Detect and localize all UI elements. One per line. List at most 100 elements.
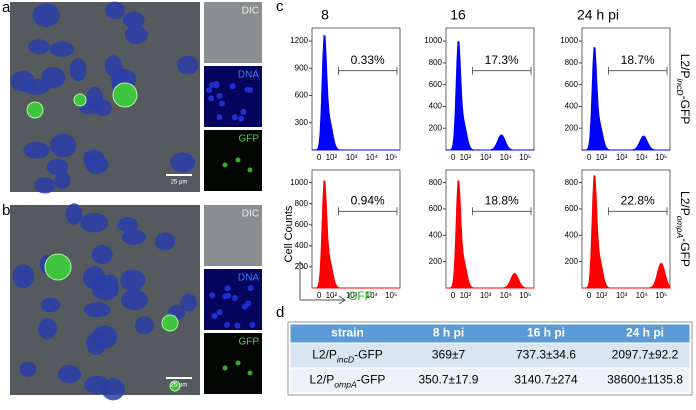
y-tick-label: 400 bbox=[295, 241, 309, 250]
nucleus bbox=[69, 58, 87, 82]
x-tick-label: 10⁵ bbox=[655, 153, 667, 162]
side-label: DIC bbox=[242, 209, 259, 220]
nucleus bbox=[121, 229, 146, 245]
nucleus bbox=[80, 212, 108, 233]
gfp-cell bbox=[169, 380, 181, 392]
nucleus bbox=[54, 171, 71, 189]
text-part: L2/P bbox=[312, 348, 337, 362]
x-tick-label: 10⁵ bbox=[655, 291, 667, 300]
x-tick-label: 10⁵ bbox=[385, 291, 397, 300]
dna-spot bbox=[244, 86, 251, 93]
nucleus bbox=[49, 41, 75, 57]
gate bbox=[338, 207, 398, 216]
y-tick-label: 800 bbox=[429, 58, 443, 67]
histogram bbox=[582, 47, 670, 151]
row-label: L2/PincD-GFP bbox=[675, 54, 692, 125]
nucleus bbox=[23, 142, 51, 159]
panel-label: b bbox=[2, 202, 10, 219]
table-cell: 737.3±34.6 bbox=[516, 348, 576, 362]
dna-spot bbox=[216, 309, 223, 316]
nucleus bbox=[28, 39, 50, 55]
text-part: -GFP bbox=[357, 373, 386, 387]
nucleus bbox=[91, 245, 113, 265]
nucleus bbox=[91, 325, 118, 349]
y-tick-label: 200 bbox=[429, 257, 443, 266]
gate-percent: 0.94% bbox=[351, 193, 385, 207]
y-tick-label: 1200 bbox=[290, 36, 308, 45]
gate bbox=[608, 207, 668, 216]
panel-label: a bbox=[2, 0, 11, 16]
dna-spot bbox=[206, 87, 213, 94]
y-tick-label: 800 bbox=[429, 178, 443, 187]
dna-spot bbox=[238, 115, 245, 122]
nucleus bbox=[124, 25, 148, 45]
side-label: GFP bbox=[238, 134, 259, 145]
gate-percent: 0.33% bbox=[351, 53, 385, 67]
text-part: L2/P bbox=[678, 191, 692, 216]
gfp-spot bbox=[222, 365, 228, 371]
y-tick-label: 600 bbox=[565, 80, 579, 89]
x-tick-label: 10² bbox=[596, 153, 608, 162]
side-label: DNA bbox=[238, 70, 259, 81]
table-cell: 369±7 bbox=[432, 348, 466, 362]
dna-spot bbox=[234, 322, 241, 329]
dna-spot bbox=[247, 285, 254, 292]
x-tick-label: 10³ bbox=[346, 291, 358, 300]
y-tick-label: 1000 bbox=[290, 178, 308, 187]
text-part: incD bbox=[337, 355, 354, 365]
x-tick-label: 10⁴ bbox=[366, 153, 379, 162]
nucleus bbox=[50, 133, 77, 158]
nucleus bbox=[57, 365, 82, 384]
row-label: L2/PompA-GFP bbox=[675, 191, 692, 267]
y-tick-label: 600 bbox=[429, 204, 443, 213]
x-tick-label: 10⁴ bbox=[636, 153, 649, 162]
y-tick-label: 600 bbox=[295, 91, 309, 100]
y-tick-label: 1000 bbox=[560, 36, 578, 45]
histogram bbox=[312, 34, 400, 151]
nucleus bbox=[32, 3, 60, 27]
y-tick-label: 200 bbox=[565, 257, 579, 266]
dna-spot bbox=[213, 81, 220, 88]
axis-arrows bbox=[295, 261, 346, 305]
y-tick-label: 600 bbox=[295, 220, 309, 229]
scale-bar-label: 25 μm bbox=[171, 383, 188, 389]
x-tick-label: 10³ bbox=[346, 153, 358, 162]
x-tick-label: 10² bbox=[460, 291, 472, 300]
scale-bar bbox=[166, 377, 192, 379]
table-header: strain bbox=[331, 326, 364, 340]
gate bbox=[472, 66, 532, 75]
scale-bar-label: 25 μm bbox=[171, 180, 188, 186]
table-cell: 350.7±17.9 bbox=[419, 373, 479, 387]
nucleus bbox=[104, 1, 125, 20]
histogram bbox=[446, 180, 534, 289]
y-tick-label: 900 bbox=[295, 63, 309, 72]
dna-spot bbox=[249, 321, 256, 328]
side-label: DIC bbox=[242, 6, 259, 17]
y-tick-label: 800 bbox=[295, 199, 309, 208]
gate-percent: 18.7% bbox=[621, 53, 655, 67]
nucleus bbox=[19, 362, 37, 377]
text-part: L2/P bbox=[678, 54, 692, 79]
gate-percent: 17.3% bbox=[485, 53, 519, 67]
table-cell: L2/PompA-GFP bbox=[310, 373, 386, 390]
side-image bbox=[204, 205, 262, 266]
y-tick-label: 200 bbox=[565, 123, 579, 132]
y-tick-label: 300 bbox=[295, 118, 309, 127]
x-tick-label: 10⁴ bbox=[500, 153, 513, 162]
dna-spot bbox=[211, 312, 218, 319]
nucleus bbox=[180, 293, 197, 312]
dna-spot bbox=[229, 83, 236, 90]
table-cell: L2/PincD-GFP bbox=[312, 348, 383, 365]
table-cell: 2097.7±92.2 bbox=[612, 348, 679, 362]
x-tick-label: 10² bbox=[596, 291, 608, 300]
table-row-bg bbox=[289, 342, 691, 369]
gate bbox=[472, 207, 532, 216]
histogram bbox=[446, 41, 534, 151]
nucleus bbox=[134, 316, 155, 335]
x-tick-label: 10³ bbox=[480, 291, 492, 300]
text-part: ompA bbox=[675, 216, 685, 239]
panel-label: c bbox=[276, 0, 284, 15]
dna-spot bbox=[209, 292, 216, 299]
side-label: GFP bbox=[238, 337, 259, 348]
